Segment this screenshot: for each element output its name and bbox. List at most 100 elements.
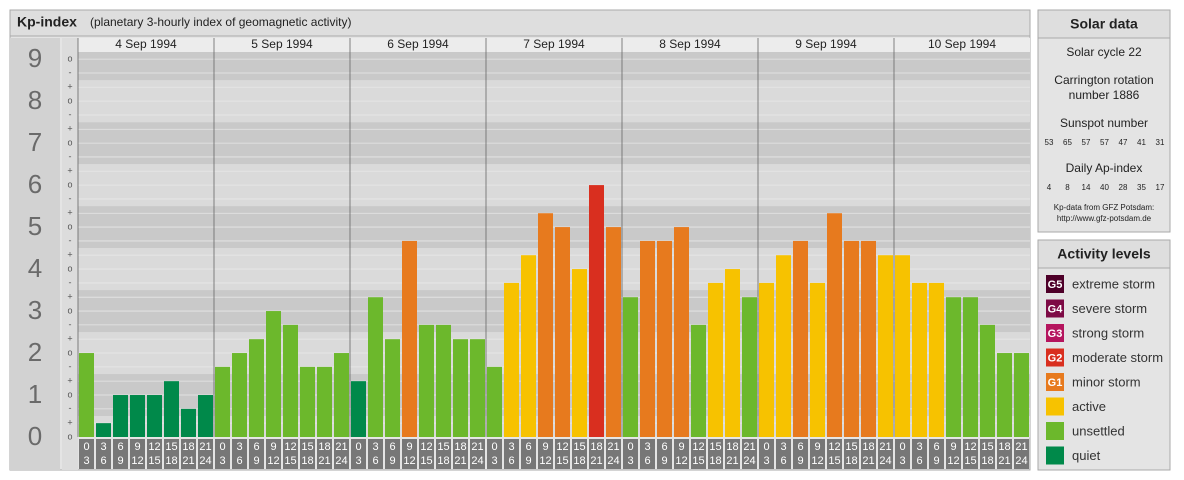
hour-label: 0 — [219, 441, 225, 453]
bar — [283, 324, 298, 437]
hour-label: 9 — [542, 441, 548, 453]
hour-label: 6 — [100, 455, 106, 467]
hour-label: 24 — [335, 455, 347, 467]
source: Kp-data from GFZ Potsdam: — [1054, 203, 1154, 212]
bar — [589, 185, 604, 437]
hour-label: 9 — [389, 455, 395, 467]
hour-label: 3 — [355, 455, 361, 467]
hour-label: 15 — [284, 455, 296, 467]
minor-tick-label: + — [67, 166, 72, 176]
solar-title: Solar data — [1070, 16, 1138, 32]
hour-label: 21 — [335, 441, 347, 453]
hour-box — [742, 439, 757, 469]
hour-label: 21 — [199, 441, 211, 453]
hour-label: 18 — [301, 455, 313, 467]
level-swatch — [1046, 446, 1064, 465]
bar — [402, 240, 417, 437]
hour-label: 9 — [406, 441, 412, 453]
solar-panel — [1037, 9, 1171, 233]
bar — [657, 240, 672, 437]
minor-axis-column — [62, 38, 78, 470]
hour-box — [844, 439, 859, 469]
minor-tick-label: - — [69, 151, 72, 161]
hour-box — [657, 439, 672, 469]
level-code: G2 — [1048, 352, 1063, 364]
hour-label: 15 — [981, 441, 993, 453]
hour-label: 6 — [916, 455, 922, 467]
hour-box — [215, 439, 230, 469]
major-axis-column — [10, 38, 60, 470]
hour-label: 24 — [607, 455, 619, 467]
bar — [436, 324, 451, 437]
hour-label: 12 — [556, 441, 568, 453]
hour-label: 18 — [590, 441, 602, 453]
hour-label: 21 — [998, 455, 1010, 467]
hour-label: 24 — [743, 455, 755, 467]
y-tick-label: 1 — [28, 379, 42, 409]
hour-box — [113, 439, 128, 469]
hour-label: 18 — [726, 441, 738, 453]
y-tick-label: 6 — [28, 169, 42, 199]
hour-label: 6 — [661, 441, 667, 453]
hour-label: 15 — [148, 455, 160, 467]
bar — [555, 227, 570, 437]
hour-box — [708, 439, 723, 469]
hour-label: 21 — [879, 441, 891, 453]
hour-label: 12 — [284, 441, 296, 453]
hour-box — [402, 439, 417, 469]
hour-label: 12 — [403, 455, 415, 467]
bar — [113, 395, 128, 437]
minor-tick-label: + — [67, 250, 72, 260]
source-url: http://www.gfz-potsdam.de — [1057, 214, 1152, 223]
hour-box — [198, 439, 213, 469]
hour-label: 3 — [83, 455, 89, 467]
hour-label: 3 — [763, 455, 769, 467]
chart-title: Kp-index — [17, 14, 77, 30]
hour-box — [776, 439, 791, 469]
sunspot-title: Sunspot number — [1060, 116, 1148, 130]
hour-label: 12 — [675, 455, 687, 467]
hour-label: 15 — [437, 441, 449, 453]
hour-box — [504, 439, 519, 469]
hour-label: 21 — [862, 455, 874, 467]
hour-label: 18 — [845, 455, 857, 467]
date-label: 4 Sep 1994 — [115, 37, 177, 51]
hour-box — [606, 439, 621, 469]
sunspot-value: 31 — [1156, 138, 1165, 147]
date-label: 9 Sep 1994 — [795, 37, 857, 51]
bar — [130, 395, 145, 437]
minor-tick-label: o — [67, 179, 72, 189]
minor-tick-label: - — [69, 193, 72, 203]
bar — [317, 366, 332, 437]
date-label: 6 Sep 1994 — [387, 37, 449, 51]
bar — [487, 366, 502, 437]
hour-box — [317, 439, 332, 469]
minor-tick-label: o — [67, 95, 72, 105]
hour-label: 12 — [267, 455, 279, 467]
bar — [912, 282, 927, 437]
bar — [674, 227, 689, 437]
hour-label: 12 — [828, 441, 840, 453]
sunspot-value: 41 — [1137, 138, 1146, 147]
hour-label: 0 — [899, 441, 905, 453]
bar — [164, 381, 179, 437]
sunspot-value: 53 — [1045, 138, 1054, 147]
hour-label: 18 — [573, 455, 585, 467]
level-name: minor storm — [1072, 374, 1141, 389]
hour-box — [351, 439, 366, 469]
y-tick-label: 7 — [28, 127, 42, 157]
bar — [708, 282, 723, 437]
bar — [334, 353, 349, 437]
hour-box — [691, 439, 706, 469]
hour-label: 12 — [131, 455, 143, 467]
minor-tick-label: - — [69, 277, 72, 287]
hour-box — [147, 439, 162, 469]
hour-label: 21 — [1015, 441, 1027, 453]
hour-label: 6 — [797, 441, 803, 453]
hour-box — [640, 439, 655, 469]
y-tick-label: 0 — [28, 421, 42, 451]
hour-box — [674, 439, 689, 469]
hour-label: 3 — [916, 441, 922, 453]
hour-label: 12 — [692, 441, 704, 453]
hour-label: 3 — [236, 441, 242, 453]
